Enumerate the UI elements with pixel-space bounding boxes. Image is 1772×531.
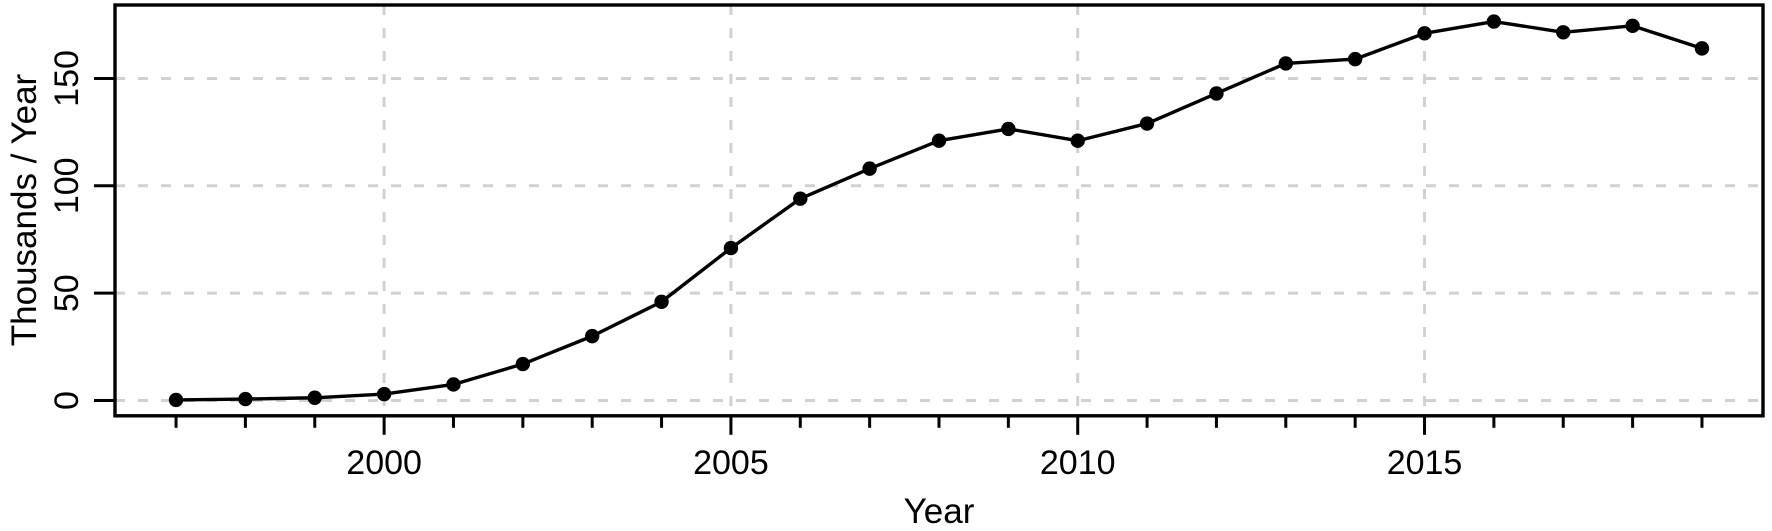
x-tick-label: 2000 (346, 444, 422, 482)
data-point (1209, 86, 1224, 101)
axes: 0 50 100 150 2000 2005 2010 2015 (48, 50, 1704, 482)
data-point (931, 133, 947, 148)
data-point (307, 390, 322, 405)
data-point (1278, 56, 1294, 71)
data-point (584, 328, 600, 344)
data-point (168, 392, 184, 408)
data-point (1347, 51, 1363, 67)
data-point (1139, 116, 1155, 131)
data-point (1486, 14, 1502, 29)
data-point (1417, 26, 1432, 41)
data-point (515, 356, 531, 372)
data-point (1001, 121, 1016, 137)
plot-border-box (113, 3, 1765, 418)
x-tick-label: 2010 (1040, 444, 1116, 482)
gridlines (115, 5, 1763, 416)
data-point (1625, 18, 1640, 34)
data-series-line (168, 14, 1710, 408)
data-point (376, 386, 392, 402)
data-point (446, 377, 461, 392)
data-point (654, 294, 669, 309)
x-tick-label: 2005 (693, 444, 769, 482)
data-point (1556, 25, 1571, 40)
x-axis-title: Year (904, 492, 975, 531)
data-point (862, 161, 877, 176)
x-tick-label: 2015 (1387, 444, 1463, 482)
y-tick-label: 100 (48, 157, 86, 214)
y-tick-label: 0 (48, 391, 86, 410)
data-point (1070, 133, 1085, 148)
data-point (238, 391, 253, 407)
data-point (1694, 41, 1710, 56)
data-point (793, 191, 808, 206)
y-tick-label: 50 (48, 274, 86, 312)
y-tick-label: 150 (48, 50, 86, 107)
data-point (723, 240, 739, 256)
y-axis-title: Thousands / Year (5, 73, 44, 346)
